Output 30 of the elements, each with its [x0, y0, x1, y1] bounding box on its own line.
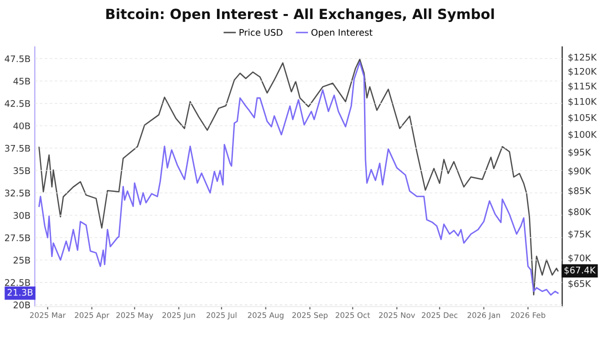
y2-tick-label: $70K	[568, 254, 592, 263]
y2-tick-label: $110K	[568, 98, 597, 106]
y-tick-label: 47.5B	[4, 55, 30, 62]
y-tick-label: 37.5B	[5, 144, 30, 152]
y2-tick-label: $105K	[568, 114, 597, 122]
y2-tick-label: $120K	[568, 68, 597, 76]
chart-title: Bitcoin: Open Interest - All Exchanges, All Symbol	[106, 8, 494, 22]
text: $67.4K	[564, 266, 596, 275]
y-tick-label: 32.5B	[5, 190, 30, 196]
y2-tick-label: $115K	[568, 82, 597, 91]
y-tick-label: 20B	[14, 302, 30, 308]
y2-tick-label: $100K	[568, 130, 597, 140]
y2-tick-label: $125K	[568, 54, 597, 62]
y-tick-label: 25B	[14, 256, 30, 264]
y2-tick-label: $80K	[568, 208, 592, 216]
y2-tick-label: $85K	[568, 187, 592, 196]
y-tick-label: 27.5B	[5, 234, 30, 242]
text: 21.3B	[8, 288, 33, 296]
y-tick-label: 40B	[13, 122, 30, 130]
y2-tick-label: $95K	[568, 148, 592, 157]
legend-label: Price USD	[240, 28, 282, 36]
legend-label: Open Interest	[311, 28, 372, 38]
y-tick-label: 45B	[13, 78, 30, 85]
y2-tick-label: $75K	[568, 230, 592, 239]
y2-tick-label: $90K	[568, 167, 592, 176]
y-tick-label: 30B	[14, 212, 30, 219]
y2-tick-label: $65K	[568, 280, 592, 288]
y-tick-label: 42.5B	[4, 100, 30, 107]
y-tick-label: 22.5B	[5, 279, 30, 286]
y-tick-label: 35B	[14, 167, 30, 174]
